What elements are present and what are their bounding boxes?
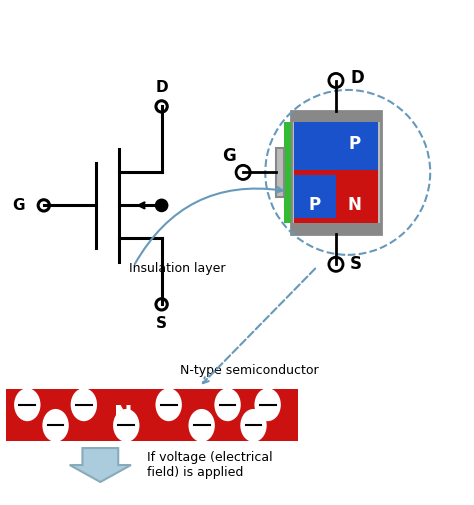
Text: N: N: [114, 405, 132, 425]
Text: G: G: [222, 147, 236, 165]
Text: P: P: [349, 135, 361, 153]
Text: N-type semiconductor: N-type semiconductor: [181, 365, 319, 377]
Ellipse shape: [240, 409, 267, 442]
Text: S: S: [350, 256, 362, 273]
Ellipse shape: [113, 409, 139, 442]
Text: G: G: [12, 198, 25, 213]
FancyBboxPatch shape: [276, 148, 283, 197]
Text: P: P: [309, 196, 321, 215]
FancyBboxPatch shape: [293, 170, 378, 223]
Ellipse shape: [71, 388, 97, 421]
Ellipse shape: [214, 388, 241, 421]
FancyBboxPatch shape: [6, 389, 298, 441]
FancyBboxPatch shape: [283, 122, 291, 223]
Ellipse shape: [155, 388, 182, 421]
FancyBboxPatch shape: [291, 223, 381, 234]
Ellipse shape: [255, 388, 281, 421]
Ellipse shape: [189, 409, 215, 442]
Text: D: D: [350, 69, 364, 87]
Ellipse shape: [42, 409, 69, 442]
Text: D: D: [155, 80, 168, 94]
FancyBboxPatch shape: [293, 122, 378, 170]
Text: Insulation layer: Insulation layer: [128, 262, 225, 275]
FancyBboxPatch shape: [293, 175, 336, 218]
FancyBboxPatch shape: [291, 111, 381, 122]
Circle shape: [155, 199, 168, 212]
Text: S: S: [156, 316, 167, 331]
Ellipse shape: [14, 388, 40, 421]
Polygon shape: [70, 448, 131, 482]
Text: If voltage (electrical
field) is applied: If voltage (electrical field) is applied: [147, 451, 273, 479]
FancyBboxPatch shape: [291, 111, 381, 234]
Text: N: N: [348, 196, 362, 215]
